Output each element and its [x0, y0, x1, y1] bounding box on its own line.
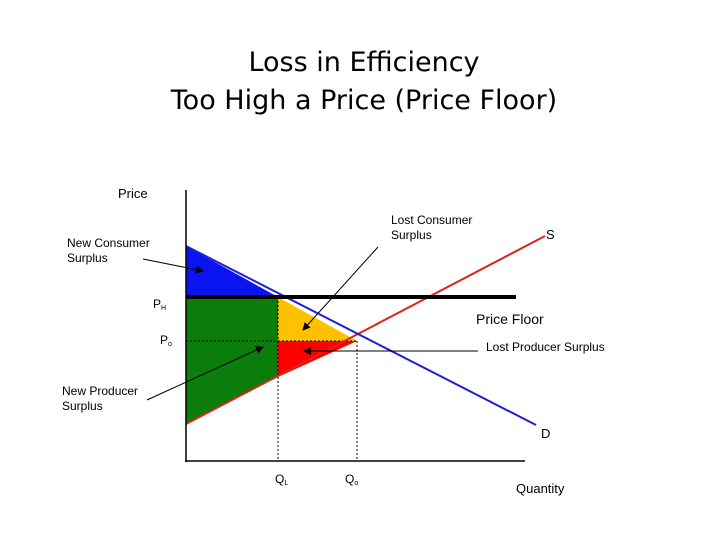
title-line-1: Loss in Efficiency: [248, 47, 480, 78]
x-axis-label: Quantity: [516, 481, 565, 496]
qo-tick-label: Qo: [345, 472, 359, 487]
supply-label: S: [546, 227, 555, 242]
new-consumer-surplus-label: New Consumer Surplus: [67, 236, 150, 265]
lost-consumer-surplus-area: [278, 297, 357, 341]
new-producer-surplus-arrow: [146, 346, 264, 401]
ql-tick-label: QL: [275, 472, 289, 487]
po-tick-label: Po: [160, 333, 172, 348]
title-line-2: Too High a Price (Price Floor): [170, 85, 558, 116]
y-axis-label: Price: [118, 186, 148, 201]
demand-curve: [185, 245, 537, 426]
new-producer-surplus-label: New Producer Surplus: [62, 384, 139, 413]
lost-producer-surplus-label: Lost Producer Surplus: [486, 340, 605, 354]
lost-consumer-surplus-arrow: [302, 246, 379, 331]
lost-producer-surplus-area: [278, 341, 357, 377]
demand-label: D: [541, 426, 551, 441]
new-producer-surplus-area: [186, 297, 278, 424]
lost-consumer-surplus-label: Lost Consumer Surplus: [391, 213, 473, 242]
price-floor-label: Price Floor: [476, 311, 544, 327]
supply-curve: [185, 235, 546, 425]
ph-tick-label: PH: [153, 297, 167, 312]
new-consumer-surplus-arrow: [142, 258, 204, 274]
